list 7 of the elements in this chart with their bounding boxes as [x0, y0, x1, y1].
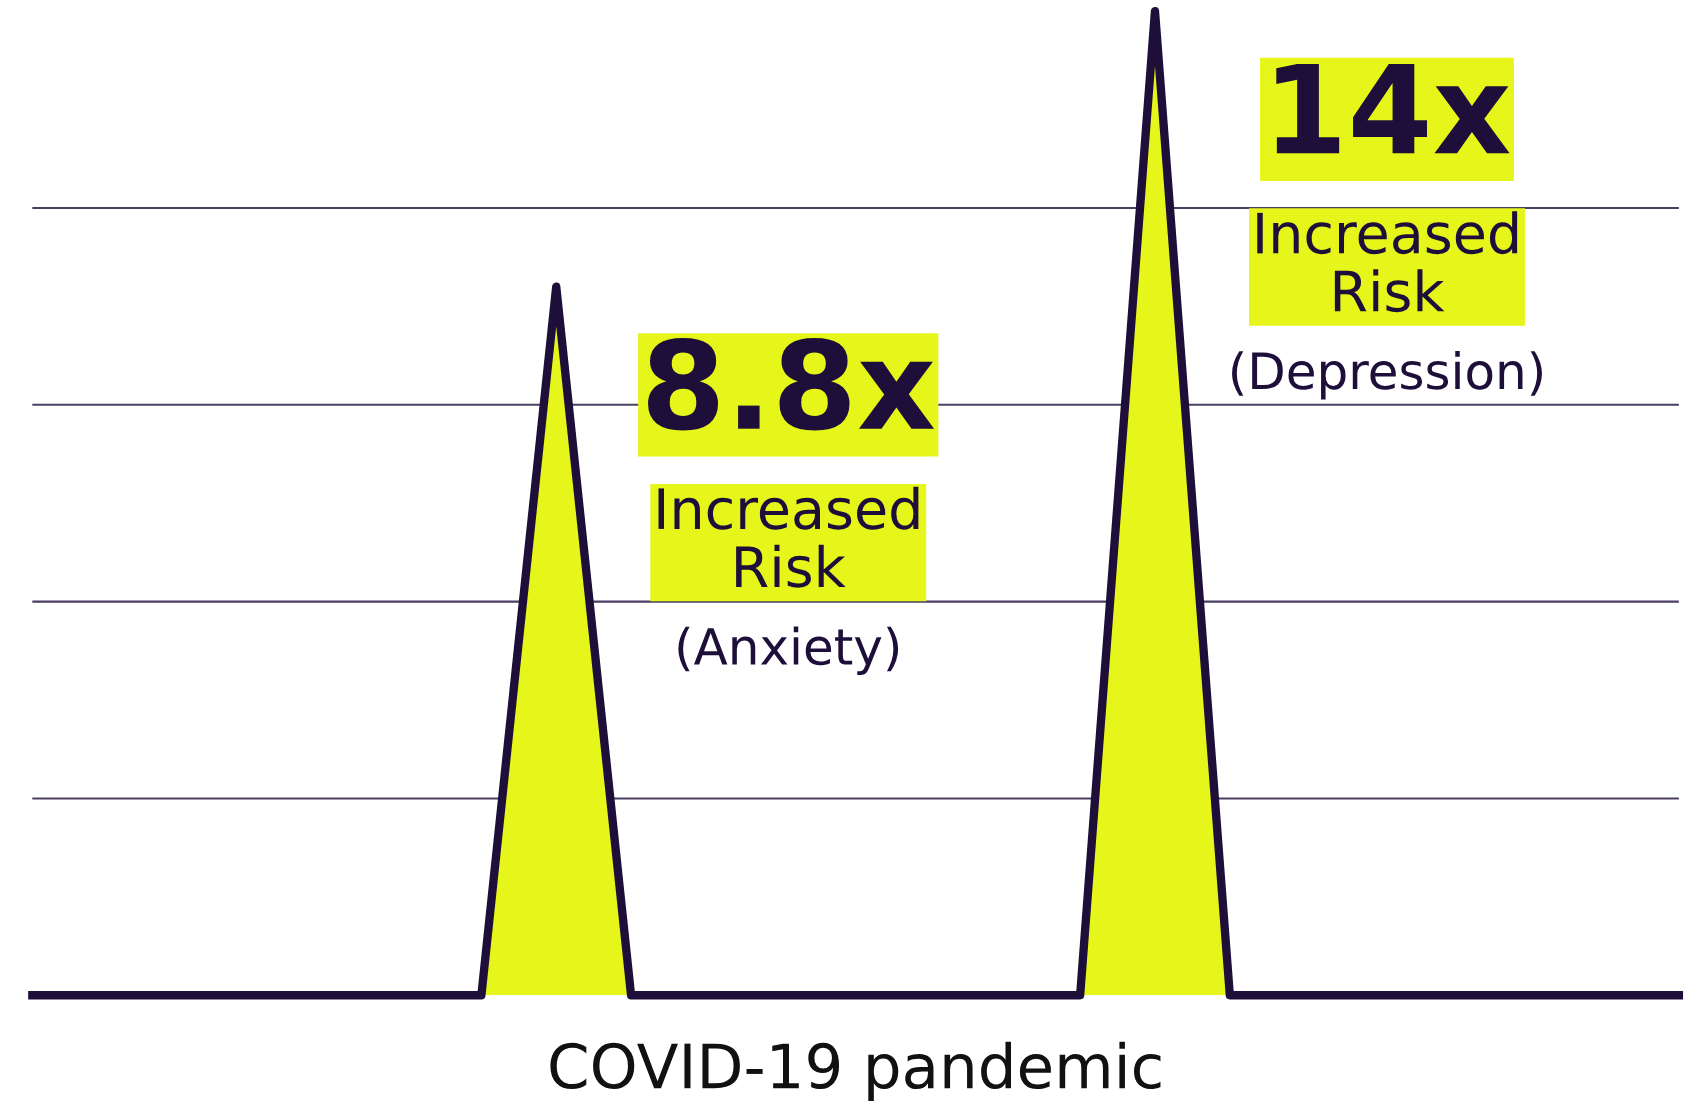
- annotation: Increased Risk: [1257, 211, 1518, 313]
- annotation: 14x: [1276, 64, 1510, 154]
- annotation: (Depression): [1232, 351, 1542, 400]
- annotation: Increased Risk: [658, 486, 919, 588]
- annotation: (Anxiety): [678, 626, 899, 676]
- annotation: 8.8x: [648, 337, 935, 431]
- x-axis-title: COVID-19 pandemic: [550, 1041, 1161, 1101]
